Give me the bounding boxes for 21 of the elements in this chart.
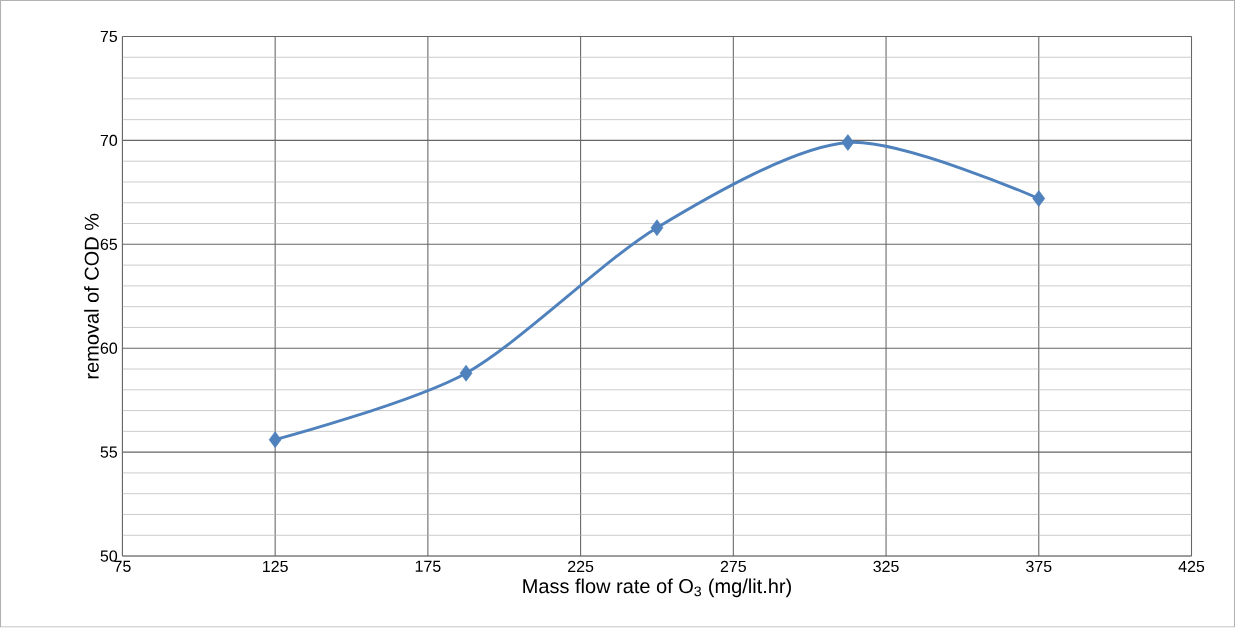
point bbox=[268, 431, 282, 449]
x-tick-label: 125 bbox=[263, 560, 288, 573]
y-axis-title: removal of COD % bbox=[84, 213, 99, 379]
x-tick-label: 175 bbox=[415, 561, 441, 573]
point bbox=[459, 365, 473, 382]
x-tick-label: 275 bbox=[720, 560, 746, 573]
x-axis-title: Mass flow rate of O$_{3}$ (mg/lit.hr) bbox=[523, 578, 791, 598]
point bbox=[1032, 190, 1046, 208]
y-tick-label: 60 bbox=[100, 342, 118, 355]
y-tick-label: 75 bbox=[100, 31, 118, 43]
x-tick-label: 225 bbox=[568, 560, 594, 573]
y-tick-label: 50 bbox=[100, 550, 118, 562]
y-tick-label: 70 bbox=[100, 134, 118, 147]
y-tick-label: 65 bbox=[100, 238, 118, 251]
x-tick-label: 375 bbox=[1026, 560, 1052, 573]
x-tick-label: 325 bbox=[873, 560, 899, 573]
point bbox=[841, 134, 855, 152]
x-tick-label: 425 bbox=[1178, 560, 1205, 573]
x-tick-label: 75 bbox=[114, 561, 131, 573]
y-tick-label: 55 bbox=[100, 446, 118, 458]
point bbox=[650, 219, 664, 237]
